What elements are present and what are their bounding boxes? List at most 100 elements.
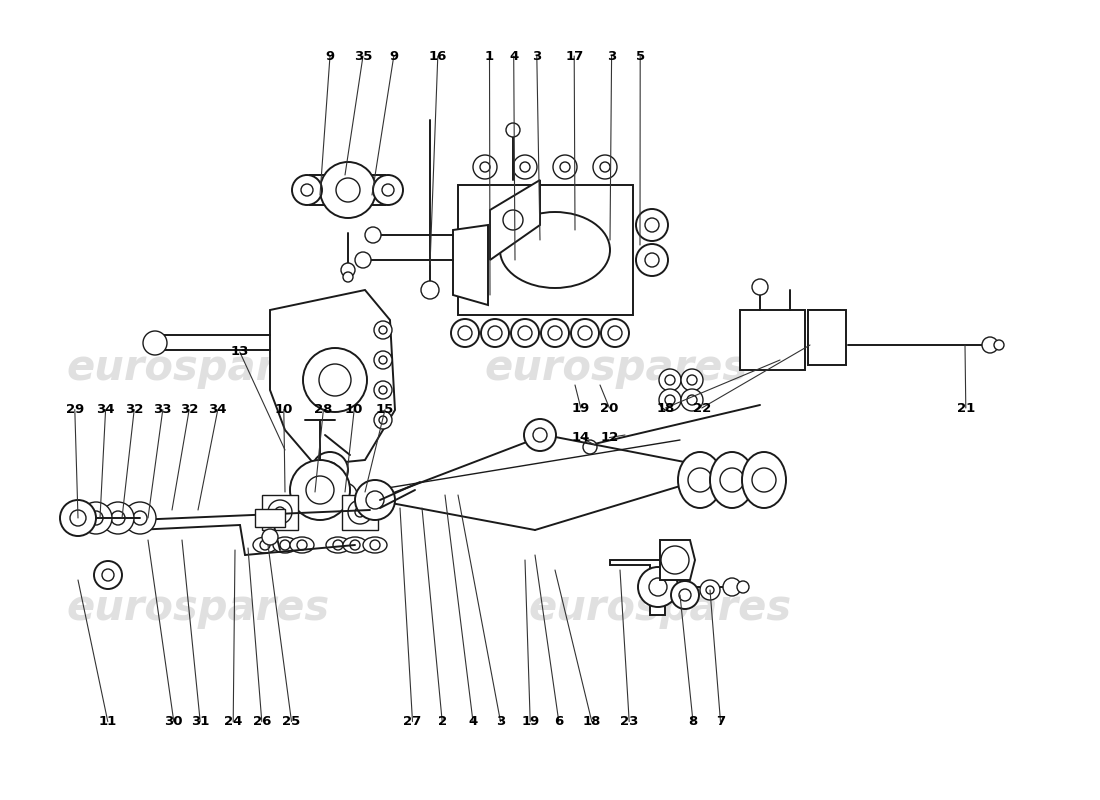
Text: 10: 10	[275, 403, 293, 416]
Circle shape	[688, 395, 697, 405]
Circle shape	[649, 578, 667, 596]
Circle shape	[348, 500, 372, 524]
Text: 10: 10	[345, 403, 363, 416]
Circle shape	[124, 502, 156, 534]
Text: 16: 16	[429, 50, 447, 62]
Circle shape	[661, 546, 689, 574]
Circle shape	[638, 567, 678, 607]
Text: 24: 24	[224, 715, 242, 728]
Circle shape	[553, 155, 578, 179]
Circle shape	[560, 162, 570, 172]
Circle shape	[262, 529, 278, 545]
Circle shape	[374, 351, 392, 369]
Circle shape	[374, 411, 392, 429]
Text: 23: 23	[620, 715, 638, 728]
Circle shape	[379, 326, 387, 334]
Circle shape	[513, 155, 537, 179]
Circle shape	[681, 389, 703, 411]
Circle shape	[373, 175, 403, 205]
Text: 31: 31	[191, 715, 209, 728]
Circle shape	[297, 540, 307, 550]
Circle shape	[302, 483, 327, 507]
Circle shape	[366, 491, 384, 509]
Text: 26: 26	[253, 715, 271, 728]
Circle shape	[571, 319, 600, 347]
Circle shape	[506, 123, 520, 137]
Circle shape	[601, 319, 629, 347]
Text: 3: 3	[496, 715, 505, 728]
Text: 29: 29	[66, 403, 84, 416]
Text: 3: 3	[607, 50, 616, 62]
Circle shape	[458, 326, 472, 340]
Bar	[255, 509, 285, 527]
Circle shape	[301, 184, 314, 196]
Text: 8: 8	[689, 715, 697, 728]
Text: 2: 2	[438, 715, 447, 728]
Circle shape	[382, 184, 394, 196]
Circle shape	[548, 326, 562, 340]
Circle shape	[102, 502, 134, 534]
Circle shape	[292, 175, 322, 205]
Circle shape	[752, 468, 776, 492]
Text: 9: 9	[389, 50, 398, 62]
Circle shape	[720, 468, 744, 492]
Text: 32: 32	[125, 403, 143, 416]
Text: 3: 3	[532, 50, 541, 62]
Circle shape	[608, 326, 622, 340]
Polygon shape	[490, 180, 540, 260]
Text: 18: 18	[583, 715, 601, 728]
Circle shape	[518, 326, 532, 340]
Circle shape	[600, 162, 610, 172]
Text: 30: 30	[165, 715, 183, 728]
Circle shape	[666, 375, 675, 385]
Circle shape	[706, 586, 714, 594]
Circle shape	[636, 244, 668, 276]
Circle shape	[666, 395, 675, 405]
Text: 34: 34	[97, 403, 114, 416]
Circle shape	[343, 272, 353, 282]
Circle shape	[512, 319, 539, 347]
Circle shape	[481, 319, 509, 347]
Text: 35: 35	[354, 50, 372, 62]
Circle shape	[688, 375, 697, 385]
Polygon shape	[310, 175, 385, 205]
Circle shape	[379, 356, 387, 364]
Circle shape	[671, 581, 698, 609]
Text: eurospares: eurospares	[528, 587, 792, 629]
Text: 13: 13	[231, 346, 249, 358]
Circle shape	[350, 540, 360, 550]
Text: 20: 20	[601, 402, 618, 414]
Circle shape	[473, 155, 497, 179]
Circle shape	[336, 178, 360, 202]
Circle shape	[520, 162, 530, 172]
Circle shape	[645, 218, 659, 232]
Bar	[740, 310, 805, 370]
Circle shape	[341, 263, 355, 277]
Circle shape	[133, 511, 147, 525]
Circle shape	[994, 340, 1004, 350]
Circle shape	[275, 507, 285, 517]
Circle shape	[365, 227, 381, 243]
Circle shape	[70, 510, 86, 526]
Text: eurospares: eurospares	[484, 347, 748, 389]
Circle shape	[322, 462, 338, 478]
Circle shape	[320, 162, 376, 218]
Ellipse shape	[742, 452, 786, 508]
Text: 34: 34	[209, 403, 227, 416]
Circle shape	[94, 561, 122, 589]
Circle shape	[260, 540, 270, 550]
Text: 21: 21	[957, 402, 975, 414]
Circle shape	[583, 440, 597, 454]
Text: 28: 28	[315, 403, 332, 416]
Ellipse shape	[326, 537, 350, 553]
Circle shape	[290, 460, 350, 520]
Bar	[342, 495, 378, 530]
Circle shape	[534, 428, 547, 442]
Ellipse shape	[253, 537, 277, 553]
Circle shape	[480, 162, 490, 172]
Circle shape	[524, 419, 556, 451]
Circle shape	[688, 468, 712, 492]
Ellipse shape	[363, 537, 387, 553]
Text: 6: 6	[554, 715, 563, 728]
Circle shape	[379, 416, 387, 424]
